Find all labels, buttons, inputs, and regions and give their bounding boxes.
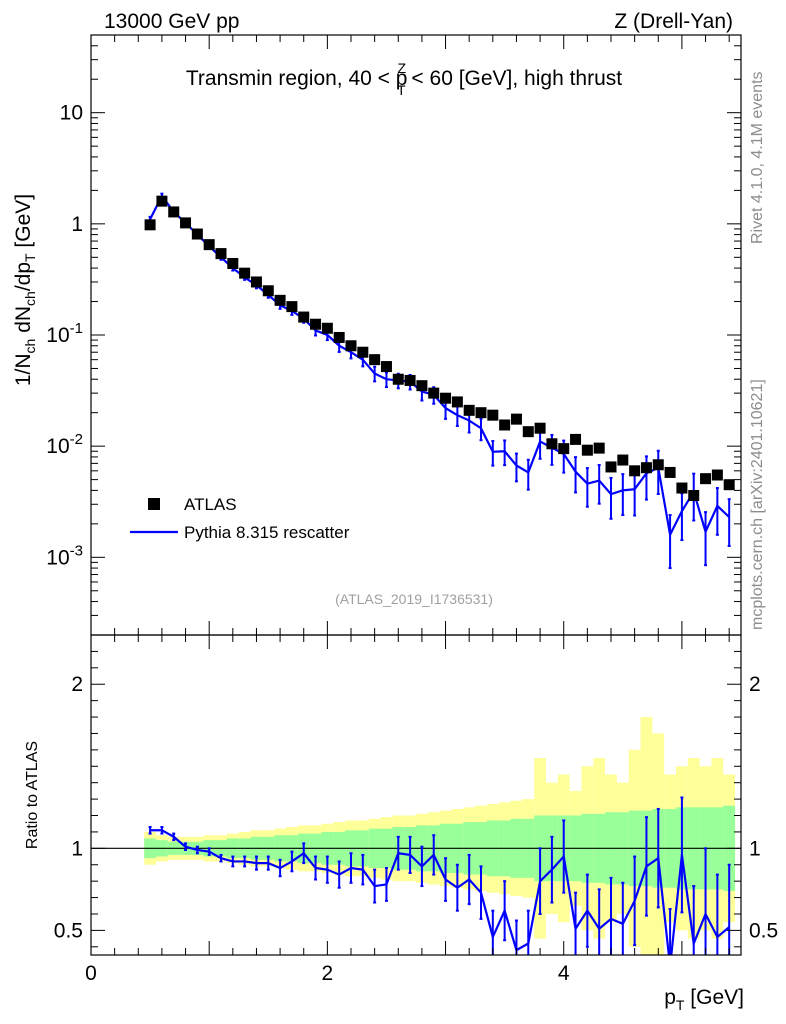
- atlas-data-point: [499, 419, 511, 431]
- atlas-data-point: [510, 413, 522, 425]
- rivet-label: Rivet 4.1.0, 4.1M events: [749, 71, 766, 244]
- main-y-tick-label: 1: [71, 213, 83, 236]
- atlas-data-point: [487, 409, 499, 421]
- mc-series-line: [149, 193, 730, 539]
- atlas-data-point: [262, 285, 274, 297]
- atlas-data-point: [168, 206, 180, 218]
- atlas-data-point: [558, 443, 570, 455]
- main-y-label: 1/Nch dNch/dpT [GeV]: [12, 194, 38, 386]
- atlas-data-point: [640, 462, 652, 474]
- ratio-y-tick-label: 2: [71, 673, 83, 696]
- atlas-data-point: [310, 318, 322, 330]
- main-y-tick-label: 10-1: [46, 320, 83, 347]
- atlas-data-point: [239, 267, 251, 279]
- x-tick-label: 0: [85, 962, 97, 985]
- atlas-data-point: [227, 257, 239, 269]
- main-frame: [90, 34, 742, 636]
- main-panel: 10-3 10-2 10-1 1 10 Transmin region, 40 < pZ…: [12, 34, 742, 636]
- energy-label: 13000 GeV pp: [104, 10, 239, 33]
- atlas-data-point: [700, 473, 712, 485]
- analysis-id: (ATLAS_2019_I1736531): [335, 591, 493, 607]
- atlas-data-point: [463, 404, 475, 416]
- atlas-data-point: [428, 387, 440, 399]
- atlas-data-point: [144, 219, 156, 231]
- atlas-data-point: [392, 373, 404, 385]
- ratio-series-line: [150, 829, 730, 955]
- atlas-data-point: [546, 438, 558, 450]
- atlas-data-point: [215, 248, 227, 260]
- atlas-data-point: [380, 361, 392, 373]
- main-y-tick-label: 10-3: [46, 542, 83, 569]
- x-axis-label: pT [GeV]: [664, 986, 744, 1013]
- atlas-data-point: [321, 322, 333, 334]
- atlas-data-point: [723, 479, 735, 491]
- atlas-data-point: [522, 426, 534, 438]
- atlas-data-point: [605, 461, 617, 473]
- x-tick-label: 4: [558, 962, 570, 985]
- legend-data-label: ATLAS: [184, 495, 237, 514]
- ratio-y-label: Ratio to ATLAS: [24, 741, 41, 849]
- atlas-data-point: [357, 346, 369, 358]
- legend: ATLAS Pythia 8.315 rescatter: [130, 495, 350, 542]
- atlas-data-point: [191, 228, 203, 240]
- atlas-data-point: [593, 442, 605, 454]
- ratio-panel: 0.5 0.5 1 1 2 2 0 2 4 Ratio to ATLAS: [24, 634, 778, 985]
- atlas-data-point: [711, 469, 723, 481]
- legend-data-marker: [148, 498, 160, 510]
- atlas-data-point: [475, 407, 487, 419]
- atlas-data-point: [250, 276, 262, 288]
- main-axis-ticks: 10-3 10-2 10-1 1 10: [46, 34, 741, 636]
- atlas-data-point: [440, 392, 452, 404]
- atlas-data-point: [416, 380, 428, 392]
- atlas-data-point: [333, 331, 345, 343]
- atlas-data-point: [581, 444, 593, 456]
- legend-mc-label: Pythia 8.315 rescatter: [184, 523, 350, 542]
- atlas-data-point: [203, 239, 215, 251]
- x-tick-label: 2: [322, 962, 334, 985]
- atlas-data-point: [156, 195, 168, 207]
- ratio-y-tick-label-right: 2: [749, 673, 761, 696]
- atlas-data-point: [652, 459, 664, 471]
- atlas-data-point: [345, 340, 357, 352]
- atlas-data-point: [404, 374, 416, 386]
- atlas-data-point: [298, 311, 310, 323]
- ratio-y-tick-label: 1: [71, 837, 83, 860]
- atlas-data-point: [629, 465, 641, 477]
- process-label: Z (Drell-Yan): [614, 10, 733, 33]
- mcplots-label: mcplots.cern.ch [arXiv:2401.10621]: [749, 379, 766, 630]
- ratio-y-tick-label: 0.5: [54, 919, 83, 942]
- atlas-data-point: [274, 294, 286, 306]
- atlas-data-point: [617, 454, 629, 466]
- atlas-data-point: [688, 489, 700, 501]
- main-y-tick-label: 10: [60, 102, 83, 125]
- atlas-data-point: [676, 482, 688, 494]
- ratio-frame: [90, 634, 742, 956]
- atlas-data-point: [369, 354, 381, 366]
- ratio-axis-ticks: 0.5 0.5 1 1 2 2 0 2 4: [54, 635, 778, 985]
- ratio-y-tick-label-right: 0.5: [749, 919, 778, 942]
- panel-title: Transmin region, 40 < pZ T < 60 [GeV], hi…: [186, 60, 622, 98]
- atlas-data-point: [534, 422, 546, 434]
- atlas-data-point: [180, 217, 192, 229]
- main-y-tick-label: 10-2: [46, 431, 83, 458]
- ratio-y-tick-label-right: 1: [749, 837, 761, 860]
- atlas-data-point: [451, 396, 463, 408]
- atlas-data-point: [664, 466, 676, 478]
- atlas-data-point: [570, 433, 582, 445]
- atlas-data-point: [286, 301, 298, 313]
